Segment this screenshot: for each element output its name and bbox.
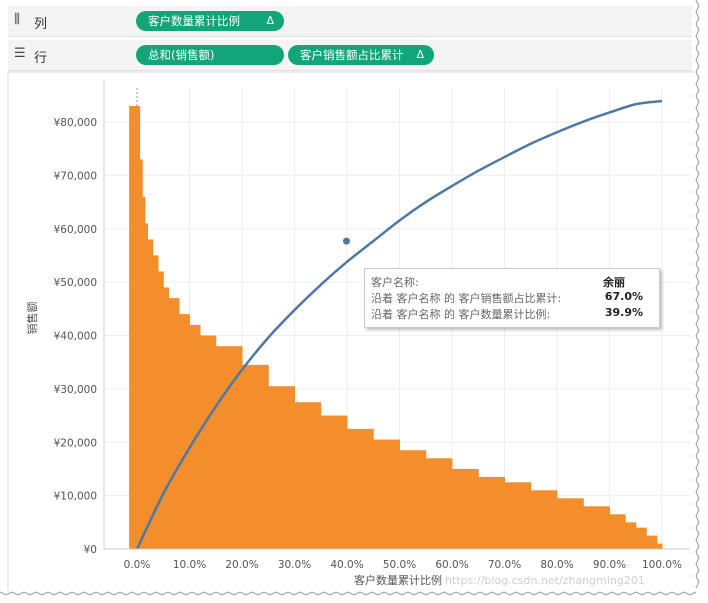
pill-label: 客户数量累计比例 xyxy=(148,14,240,28)
torn-edge-bottom xyxy=(0,591,697,596)
columns-shelf-label: 列 xyxy=(34,17,48,32)
x-tick-label: 0.0% xyxy=(124,559,151,571)
table-calc-delta-icon: Δ xyxy=(266,14,274,27)
sales-bar[interactable] xyxy=(268,386,295,549)
columns-icon: ⫼ xyxy=(14,12,20,27)
x-tick-label: 90.0% xyxy=(593,559,626,571)
x-tick-label: 100.0% xyxy=(642,559,682,571)
tooltip-label: 沿着 客户名称 的 客户销售额占比累计: xyxy=(371,292,562,305)
sales-bar[interactable] xyxy=(200,335,217,550)
sales-bar[interactable] xyxy=(425,458,453,549)
columns-pill-cumulative-customer-pct[interactable]: 客户数量累计比例 Δ xyxy=(136,11,284,31)
cumulative-sales-line[interactable] xyxy=(135,99,663,550)
table-calc-delta-icon: Δ xyxy=(416,48,424,61)
sales-bar[interactable] xyxy=(504,482,532,549)
tooltip-row-sales-share: 沿着 客户名称 的 客户销售额占比累计: 67.0% xyxy=(371,290,653,306)
rows-shelf-label: 行 xyxy=(34,51,48,66)
sales-bar[interactable] xyxy=(583,506,610,549)
sales-bar[interactable] xyxy=(215,346,243,549)
x-tick-label: 70.0% xyxy=(488,559,521,571)
x-tick-label: 50.0% xyxy=(383,559,416,571)
sales-bar[interactable] xyxy=(530,490,558,549)
sales-bar[interactable] xyxy=(609,514,626,549)
sales-bar[interactable] xyxy=(158,271,164,549)
sales-bar[interactable] xyxy=(168,298,180,549)
rows-pill-sum-sales[interactable]: 总和(销售额) xyxy=(136,45,284,65)
sales-bar[interactable] xyxy=(373,439,400,549)
x-tick-label: 80.0% xyxy=(540,559,573,571)
y-tick-label: ¥40,000 xyxy=(54,331,97,343)
sales-bar[interactable] xyxy=(320,415,348,549)
sales-bar[interactable] xyxy=(242,364,269,549)
y-tick-label: ¥70,000 xyxy=(54,170,97,182)
y-tick-label: ¥80,000 xyxy=(54,117,97,129)
sales-bar[interactable] xyxy=(557,498,584,549)
y-tick-label: ¥20,000 xyxy=(54,437,97,449)
tooltip-value: 39.9% xyxy=(604,306,643,319)
x-tick-label: 30.0% xyxy=(278,559,311,571)
sales-bar[interactable] xyxy=(139,159,143,550)
sales-bar[interactable] xyxy=(163,287,169,549)
sales-bar[interactable] xyxy=(147,239,154,550)
pill-label: 客户销售额占比累计 xyxy=(300,48,404,62)
sales-bar[interactable] xyxy=(635,527,647,549)
x-tick-label: 10.0% xyxy=(173,559,206,571)
tooltip-value: 67.0% xyxy=(604,290,643,303)
sales-bar[interactable] xyxy=(152,255,159,549)
tooltip-label: 沿着 客户名称 的 客户数量累计比例: xyxy=(371,308,551,321)
sales-bar[interactable] xyxy=(294,402,322,549)
sales-bar[interactable] xyxy=(399,450,427,549)
sales-bar[interactable] xyxy=(625,522,637,549)
sales-bar[interactable] xyxy=(129,105,138,550)
sales-bar[interactable] xyxy=(179,314,190,549)
y-tick-label: ¥60,000 xyxy=(54,224,97,236)
tooltip-row-customer: 客户名称: 余丽 xyxy=(371,274,653,290)
x-tick-label: 20.0% xyxy=(225,559,258,571)
x-tick-label: 60.0% xyxy=(435,559,468,571)
columns-shelf: ⫼ 列 客户数量累计比例 Δ xyxy=(8,6,692,37)
cumulative-line[interactable] xyxy=(135,99,663,550)
y-axis-title: 销售额 xyxy=(25,302,39,335)
sales-bar[interactable] xyxy=(478,476,505,549)
y-tick-label: ¥30,000 xyxy=(54,384,97,396)
tooltip-value: 余丽 xyxy=(603,276,625,289)
highlighted-point[interactable] xyxy=(342,237,350,245)
y-tick-label: ¥10,000 xyxy=(54,491,97,503)
sales-bar[interactable] xyxy=(142,196,146,549)
tooltip-row-customer-share: 沿着 客户名称 的 客户数量累计比例: 39.9% xyxy=(371,306,653,322)
y-tick-label: ¥0 xyxy=(84,544,97,556)
sales-bar[interactable] xyxy=(646,535,658,549)
sales-bar[interactable] xyxy=(452,468,479,549)
rows-icon: ☰ xyxy=(14,46,26,61)
tooltip: 客户名称: 余丽 沿着 客户名称 的 客户销售额占比累计: 67.0% 沿着 客… xyxy=(364,268,660,328)
watermark: https://blog.csdn.net/zhangming201 xyxy=(445,574,645,587)
sales-bar[interactable] xyxy=(137,105,141,550)
rows-pill-cumulative-sales-share[interactable]: 客户销售额占比累计 Δ xyxy=(288,45,434,65)
axes: ¥0 ¥10,000 ¥20,000 ¥30,000 ¥40,000 ¥50,000 ¥60… xyxy=(54,80,690,571)
sales-bar[interactable] xyxy=(347,428,374,549)
sales-bar[interactable] xyxy=(144,223,148,549)
y-tick-label: ¥50,000 xyxy=(54,277,97,289)
torn-edge-right xyxy=(695,0,700,589)
x-tick-label: 40.0% xyxy=(330,559,363,571)
pill-label: 总和(销售额) xyxy=(148,48,215,62)
x-axis-title: 客户数量累计比例 xyxy=(354,573,442,587)
tooltip-label: 客户名称: xyxy=(371,276,419,289)
sales-bar[interactable] xyxy=(656,543,663,549)
rows-shelf: ☰ 行 总和(销售额) 客户销售额占比累计 Δ xyxy=(8,40,692,71)
